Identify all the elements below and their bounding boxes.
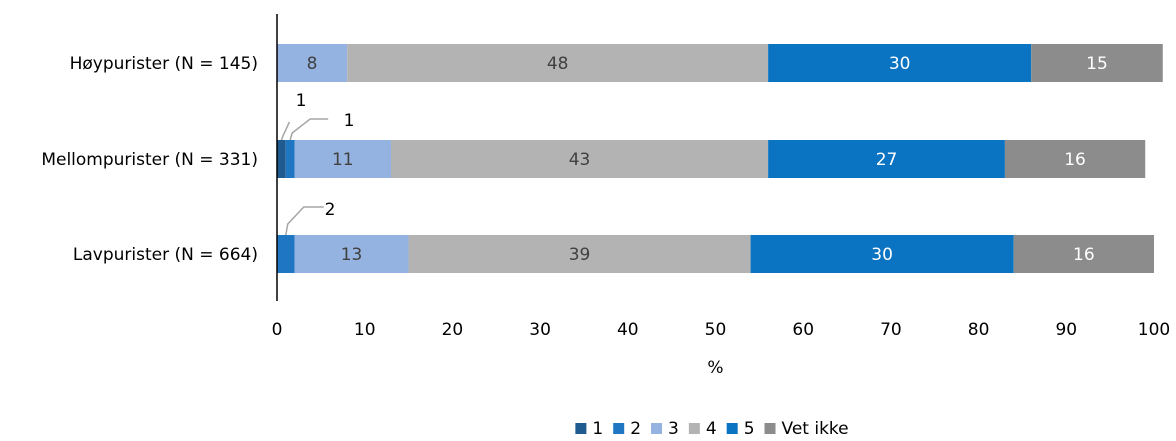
legend: 1 2 3 4 5 Vet ikke <box>575 419 849 439</box>
data-label-lavpurister-n-664-series-4: 39 <box>569 245 591 265</box>
bar-mellompurister-n-331-series-1 <box>277 140 286 178</box>
bar-h-ypurister-n-145-series-5 <box>768 44 1032 82</box>
bar-lavpurister-n-664-series-vet-ikke <box>1013 235 1154 273</box>
bar-lavpurister-n-664-series-4 <box>408 235 751 273</box>
x-tick-label-80: 80 <box>968 320 990 340</box>
data-label-lavpurister-n-664-series-5: 30 <box>871 245 893 265</box>
callout-line-lavpurister-n-664-series-2 <box>285 206 324 236</box>
legend-label-3: 3 <box>668 419 679 439</box>
x-tick-label-0: 0 <box>272 320 283 340</box>
data-label-h-ypurister-n-145-series-vet-ikke: 15 <box>1086 54 1108 74</box>
legend-label-2: 2 <box>630 419 641 439</box>
callout-line-mellompurister-n-331-series-2 <box>289 118 329 141</box>
data-label-mellompurister-n-331-series-5: 27 <box>876 150 898 170</box>
bar-lavpurister-n-664-series-5 <box>750 235 1014 273</box>
bar-h-ypurister-n-145-series-4 <box>347 44 769 82</box>
x-tick-label-20: 20 <box>442 320 464 340</box>
legend-item-vet-ikke: Vet ikke <box>764 419 849 439</box>
data-label-mellompurister-n-331-series-4: 43 <box>569 150 591 170</box>
legend-swatch-vet-ikke <box>764 423 776 434</box>
legend-item-2: 2 <box>613 419 641 439</box>
data-label-h-ypurister-n-145-series-3: 8 <box>307 54 318 74</box>
category-labels: Høypurister (N = 145) Mellompurister (N =… <box>41 54 258 265</box>
bar-mellompurister-n-331-series-vet-ikke <box>1004 140 1146 178</box>
category-label-mellompurister-n-331: Mellompurister (N = 331) <box>41 150 258 170</box>
legend-label-vet-ikke: Vet ikke <box>782 419 849 439</box>
legend-swatch-3 <box>651 423 663 434</box>
x-axis-title: % <box>707 358 723 378</box>
legend-swatch-1 <box>575 423 587 434</box>
category-label-lavpurister-n-664: Lavpurister (N = 664) <box>73 245 258 265</box>
legend-label-5: 5 <box>744 419 755 439</box>
data-label-lavpurister-n-664-series-vet-ikke: 16 <box>1073 245 1095 265</box>
bar-lavpurister-n-664-series-2 <box>277 235 295 273</box>
callout-line-mellompurister-n-331-series-1 <box>280 121 291 141</box>
legend-swatch-4 <box>688 423 700 434</box>
legend-item-1: 1 <box>575 419 603 439</box>
category-label-h-ypurister-n-145: Høypurister (N = 145) <box>70 54 258 74</box>
legend-label-4: 4 <box>706 419 717 439</box>
data-label-h-ypurister-n-145-series-5: 30 <box>889 54 911 74</box>
x-tick-label-10: 10 <box>354 320 376 340</box>
legend-item-5: 5 <box>726 419 755 439</box>
data-label-mellompurister-n-331-series-vet-ikke: 16 <box>1064 150 1086 170</box>
x-axis: 0 10 20 30 40 50 60 70 80 90 100% <box>272 14 1170 378</box>
bar-mellompurister-n-331-series-4 <box>391 140 769 178</box>
bar-h-ypurister-n-145-series-3 <box>277 44 348 82</box>
callout-label-mellompurister-n-331-series-2: 1 <box>344 111 355 131</box>
data-label-lavpurister-n-664-series-3: 13 <box>341 245 363 265</box>
x-tick-label-90: 90 <box>1055 320 1077 340</box>
x-tick-label-30: 30 <box>529 320 551 340</box>
x-tick-label-70: 70 <box>880 320 902 340</box>
legend-label-1: 1 <box>592 419 603 439</box>
bar-h-ypurister-n-145-series-vet-ikke <box>1031 44 1163 82</box>
x-tick-label-60: 60 <box>792 320 814 340</box>
legend-swatch-2 <box>613 423 625 434</box>
bar-lavpurister-n-664-series-3 <box>294 235 409 273</box>
data-label-h-ypurister-n-145-series-4: 48 <box>547 54 569 74</box>
legend-swatch-5 <box>726 423 738 434</box>
x-tick-label-40: 40 <box>617 320 639 340</box>
data-label-mellompurister-n-331-series-3: 11 <box>332 150 354 170</box>
x-tick-label-100: 100 <box>1138 320 1170 340</box>
bar-mellompurister-n-331-series-2 <box>285 140 295 178</box>
legend-item-4: 4 <box>688 419 717 439</box>
callout-label-mellompurister-n-331-series-1: 1 <box>296 91 307 111</box>
callouts: 112 <box>280 91 355 236</box>
bar-mellompurister-n-331-series-3 <box>294 140 392 178</box>
callout-label-lavpurister-n-664-series-2: 2 <box>325 200 336 220</box>
legend-item-3: 3 <box>651 419 679 439</box>
x-tick-label-50: 50 <box>705 320 727 340</box>
bar-mellompurister-n-331-series-5 <box>768 140 1005 178</box>
